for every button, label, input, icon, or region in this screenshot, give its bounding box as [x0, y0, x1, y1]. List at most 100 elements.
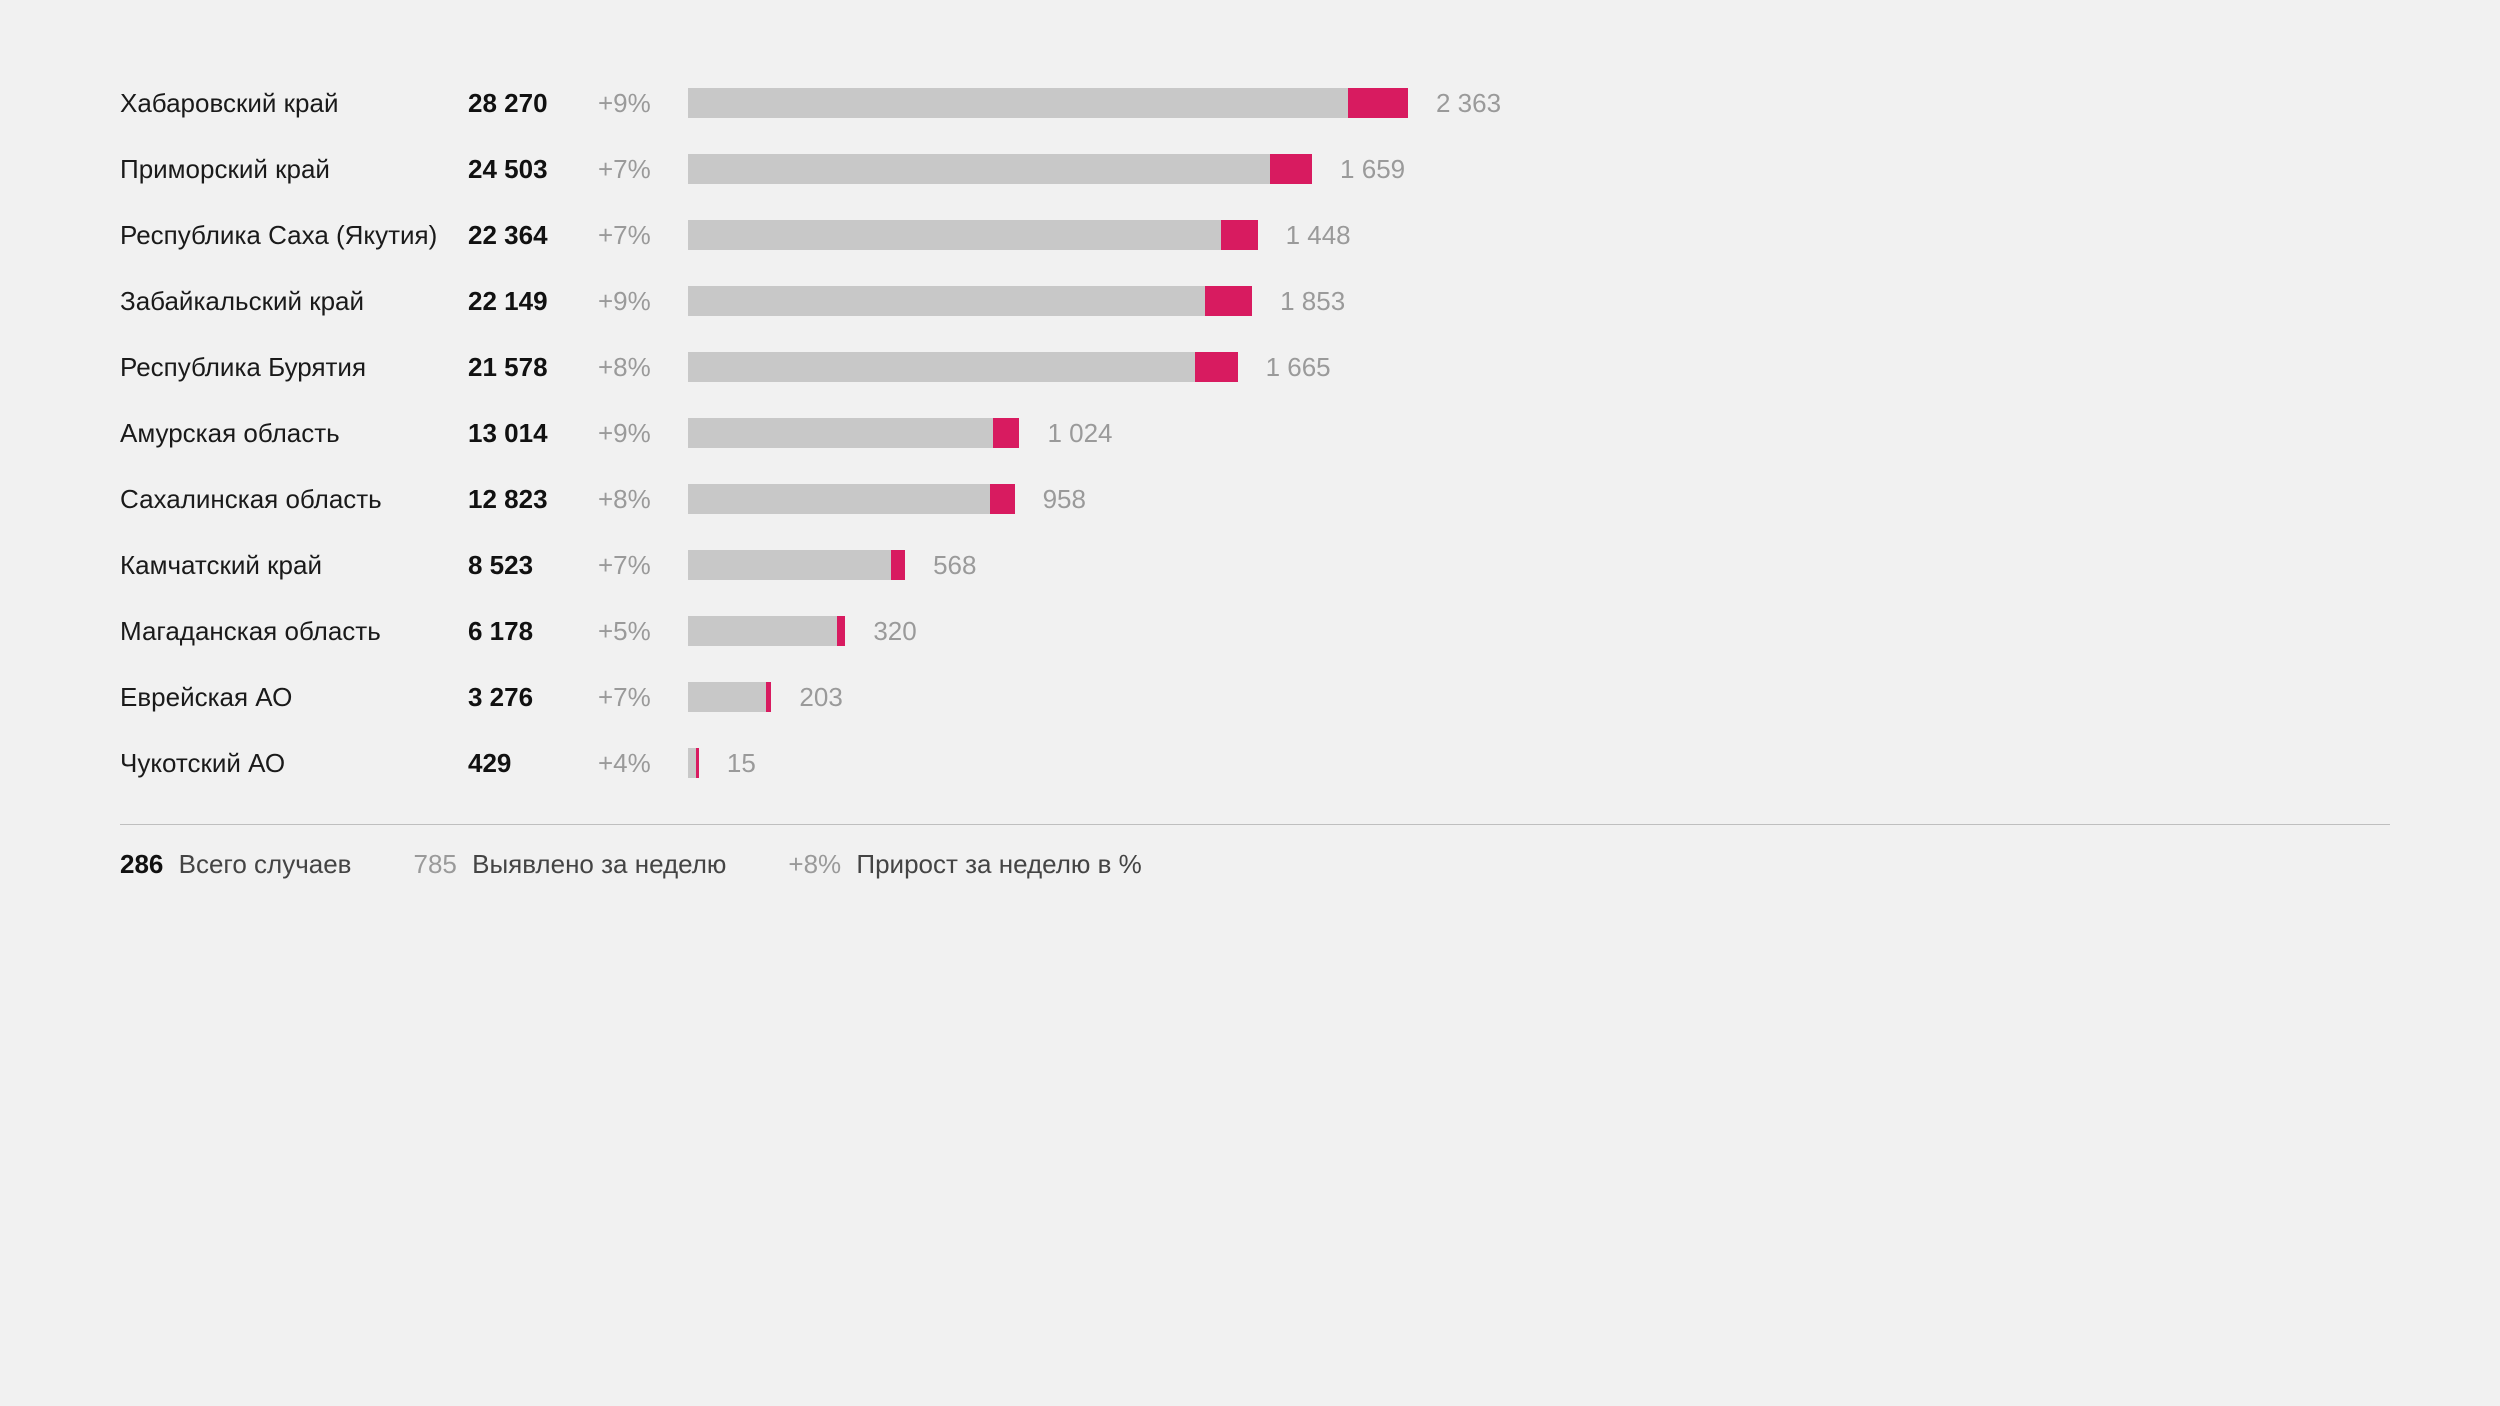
region-name: Республика Бурятия	[120, 352, 468, 383]
bar-base	[688, 682, 771, 712]
growth-pct: +7%	[598, 550, 688, 581]
growth-pct: +4%	[598, 748, 688, 779]
total-value: 12 823	[468, 484, 598, 515]
bar-increase	[766, 682, 771, 712]
bar-track	[688, 682, 771, 712]
bar-track	[688, 484, 1015, 514]
chart-row: Приморский край24 503+7%1 659	[120, 136, 2390, 202]
chart-row: Республика Бурятия21 578+8% 1 665	[120, 334, 2390, 400]
region-bar-chart: Хабаровский край28 270+9%2 363Приморский…	[120, 70, 2390, 880]
total-value: 3 276	[468, 682, 598, 713]
bar-increase	[696, 748, 699, 778]
bar-base	[688, 418, 1019, 448]
bar-wrap: 958	[688, 484, 2390, 515]
bar-track	[688, 550, 905, 580]
bar-track	[688, 616, 845, 646]
bar-wrap: 203	[688, 682, 2390, 713]
region-name: Еврейская АО	[120, 682, 468, 713]
growth-pct: +7%	[598, 682, 688, 713]
bar-wrap: 1 448	[688, 220, 2390, 251]
bar-increase	[1221, 220, 1258, 250]
chart-legend: 286 Всего случаев 785 Выявлено за неделю…	[120, 824, 2390, 880]
total-value: 22 149	[468, 286, 598, 317]
increase-value: 320	[873, 616, 916, 647]
total-value: 13 014	[468, 418, 598, 449]
region-name: Забайкальский край	[120, 286, 468, 317]
bar-wrap: 1 853	[688, 286, 2390, 317]
bar-base	[688, 286, 1252, 316]
bar-track	[688, 88, 1408, 118]
bar-base	[688, 484, 1015, 514]
bar-wrap: 568	[688, 550, 2390, 581]
bar-track	[688, 748, 699, 778]
total-value: 6 178	[468, 616, 598, 647]
chart-row: Сахалинская область12 823+8% 958	[120, 466, 2390, 532]
increase-value: 1 448	[1286, 220, 1351, 251]
bar-increase	[1348, 88, 1408, 118]
region-name: Сахалинская область	[120, 484, 468, 515]
legend-total-label: Всего случаев	[179, 849, 352, 879]
growth-pct: +9%	[598, 286, 688, 317]
bar-increase	[1205, 286, 1252, 316]
region-name: Амурская область	[120, 418, 468, 449]
total-value: 8 523	[468, 550, 598, 581]
bar-increase	[993, 418, 1019, 448]
total-value: 24 503	[468, 154, 598, 185]
legend-weekly: 785 Выявлено за неделю	[413, 849, 726, 880]
increase-value: 1 659	[1340, 154, 1405, 185]
bar-wrap: 15	[688, 748, 2390, 779]
bar-track	[688, 418, 1019, 448]
bar-base	[688, 220, 1258, 250]
bar-base	[688, 154, 1312, 184]
increase-value: 15	[727, 748, 756, 779]
chart-row: Амурская область13 014+9% 1 024	[120, 400, 2390, 466]
region-name: Чукотский АО	[120, 748, 468, 779]
bar-base	[688, 616, 845, 646]
growth-pct: +9%	[598, 418, 688, 449]
bar-track	[688, 220, 1258, 250]
increase-value: 1 024	[1047, 418, 1112, 449]
increase-value: 1 665	[1266, 352, 1331, 383]
chart-row: Хабаровский край28 270+9%2 363	[120, 70, 2390, 136]
growth-pct: +9%	[598, 88, 688, 119]
chart-row: Забайкальский край22 149+9% 1 853	[120, 268, 2390, 334]
increase-value: 203	[799, 682, 842, 713]
bar-wrap: 2 363	[688, 88, 2390, 119]
increase-value: 958	[1043, 484, 1086, 515]
bar-increase	[1195, 352, 1237, 382]
chart-row: Республика Саха (Якутия)22 364+7% 1 448	[120, 202, 2390, 268]
growth-pct: +7%	[598, 220, 688, 251]
region-name: Магаданская область	[120, 616, 468, 647]
growth-pct: +8%	[598, 484, 688, 515]
region-name: Хабаровский край	[120, 88, 468, 119]
increase-value: 1 853	[1280, 286, 1345, 317]
bar-increase	[1270, 154, 1312, 184]
bar-track	[688, 352, 1238, 382]
total-value: 22 364	[468, 220, 598, 251]
bar-track	[688, 286, 1252, 316]
chart-row: Магаданская область6 178+5% 320	[120, 598, 2390, 664]
bar-base	[688, 88, 1408, 118]
bar-wrap: 1 665	[688, 352, 2390, 383]
legend-growth-key: +8%	[788, 849, 841, 879]
bar-increase	[891, 550, 905, 580]
bar-wrap: 1 659	[688, 154, 2390, 185]
growth-pct: +5%	[598, 616, 688, 647]
growth-pct: +8%	[598, 352, 688, 383]
bar-base	[688, 550, 905, 580]
total-value: 28 270	[468, 88, 598, 119]
legend-total-key: 286	[120, 849, 163, 879]
bar-increase	[837, 616, 845, 646]
chart-row: Камчатский край8 523+7%568	[120, 532, 2390, 598]
chart-row: Еврейская АО3 276+7% 203	[120, 664, 2390, 730]
legend-total: 286 Всего случаев	[120, 849, 351, 880]
region-name: Республика Саха (Якутия)	[120, 220, 468, 251]
total-value: 429	[468, 748, 598, 779]
region-name: Приморский край	[120, 154, 468, 185]
total-value: 21 578	[468, 352, 598, 383]
legend-weekly-label: Выявлено за неделю	[472, 849, 726, 879]
bar-track	[688, 154, 1312, 184]
bar-wrap: 1 024	[688, 418, 2390, 449]
region-name: Камчатский край	[120, 550, 468, 581]
legend-growth: +8% Прирост за неделю в %	[788, 849, 1141, 880]
